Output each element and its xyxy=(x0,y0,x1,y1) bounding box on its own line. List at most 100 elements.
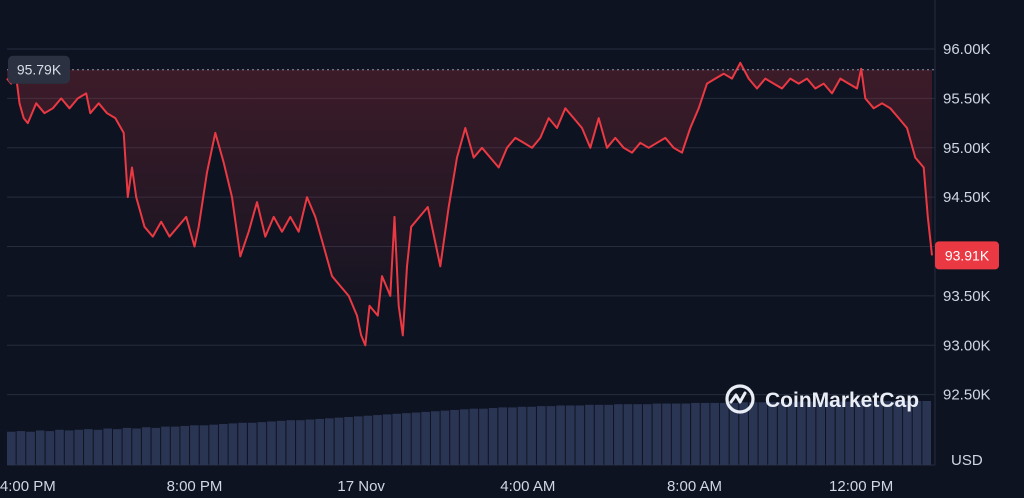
volume-bar xyxy=(112,429,122,465)
watermark-text: CoinMarketCap xyxy=(765,389,919,412)
volume-bar xyxy=(363,415,373,465)
volume-bar xyxy=(604,404,614,465)
volume-bar xyxy=(103,428,112,465)
volume-bar xyxy=(700,402,710,465)
coinmarketcap-watermark: CoinMarketCap xyxy=(725,384,919,414)
volume-bar xyxy=(344,417,353,465)
volume-bar xyxy=(161,426,170,465)
y-tick-label: 96.00K xyxy=(943,41,991,58)
volume-bar xyxy=(324,418,334,465)
y-axis: 96.00K95.50K95.00K94.50K94.00K93.50K93.0… xyxy=(943,41,991,404)
price-line[interactable] xyxy=(6,61,933,347)
y-tick-label: 93.50K xyxy=(943,288,991,305)
y-tick-label: 93.00K xyxy=(943,337,991,354)
volume-bar xyxy=(826,401,835,465)
volume-bar xyxy=(180,425,190,465)
volume-bar xyxy=(267,421,276,465)
volume-bar xyxy=(296,420,305,465)
volume-bar xyxy=(768,402,777,465)
volume-bar xyxy=(373,415,382,465)
volume-bar xyxy=(748,402,758,465)
volume-bar xyxy=(758,402,768,465)
volume-bar xyxy=(874,401,883,465)
volume-bar xyxy=(238,422,247,465)
volume-bar xyxy=(276,420,286,465)
x-tick-label: 8:00 AM xyxy=(667,478,722,495)
volume-bar xyxy=(903,401,912,465)
volume-bar xyxy=(710,402,720,465)
x-tick-label: 12:00 PM xyxy=(829,478,893,495)
reference-price-badge-bg xyxy=(8,55,70,84)
volume-bar xyxy=(585,404,594,465)
reference-price-label: 95.79K xyxy=(17,62,62,78)
volume-bar xyxy=(691,402,700,465)
volume-bar xyxy=(122,427,132,465)
volume-bar xyxy=(729,402,739,465)
volume-bar xyxy=(681,403,691,465)
volume-bar xyxy=(642,404,652,465)
volume-bar xyxy=(382,414,392,465)
volume-bar xyxy=(7,431,16,465)
current-price-badge: 93.91K xyxy=(935,241,999,270)
volume-bar xyxy=(614,404,623,465)
volume-bar xyxy=(392,413,402,465)
coinmarketcap-logo-icon xyxy=(725,384,755,414)
volume-bar xyxy=(469,408,479,465)
volume-bar xyxy=(334,417,344,465)
volume-bar xyxy=(16,431,26,465)
volume-bar xyxy=(247,422,257,465)
volume-bar xyxy=(536,406,546,465)
volume-bar xyxy=(305,419,315,465)
volume-bar xyxy=(575,405,585,465)
volume-bar xyxy=(450,409,459,465)
volume-bar xyxy=(565,405,575,465)
volume-bar xyxy=(652,403,662,465)
volume-bar xyxy=(45,431,55,465)
volume-bar xyxy=(74,429,84,465)
volume-bar xyxy=(671,403,681,465)
volume-bar xyxy=(787,402,797,465)
volume-bars xyxy=(7,401,931,465)
currency-label: USD xyxy=(951,452,983,469)
volume-bar xyxy=(84,429,93,465)
current-price-badge-bg xyxy=(935,241,999,270)
volume-bar xyxy=(546,406,556,465)
volume-bar xyxy=(864,401,874,465)
volume-bar xyxy=(430,411,440,465)
volume-bar xyxy=(209,424,218,465)
volume-bar xyxy=(132,428,141,465)
y-tick-label: 94.50K xyxy=(943,189,991,206)
volume-bar xyxy=(257,422,267,465)
price-area-fill xyxy=(7,62,932,346)
volume-bar xyxy=(739,402,748,465)
current-price-label: 93.91K xyxy=(945,247,990,263)
volume-bar xyxy=(64,430,74,465)
x-tick-label: 17 Nov xyxy=(337,478,385,495)
volume-bar xyxy=(286,420,296,465)
volume-bar xyxy=(402,413,411,465)
reference-price-badge: 95.79K xyxy=(8,55,70,84)
volume-bar xyxy=(218,424,228,465)
volume-bar xyxy=(893,401,903,465)
volume-bar xyxy=(55,429,64,465)
volume-bar xyxy=(508,407,517,465)
volume-bar xyxy=(922,401,931,465)
volume-bar xyxy=(835,401,845,465)
volume-bar xyxy=(912,401,922,465)
volume-bar xyxy=(633,404,642,465)
x-tick-label: 4:00 PM xyxy=(0,478,56,495)
volume-bar xyxy=(845,401,854,465)
volume-bar xyxy=(353,416,363,465)
volume-bar xyxy=(141,427,151,465)
volume-bar xyxy=(190,425,199,465)
volume-bar xyxy=(459,409,469,465)
volume-bar xyxy=(517,406,527,465)
volume-bar xyxy=(662,403,671,465)
volume-bar xyxy=(35,430,45,465)
volume-bar xyxy=(854,401,864,465)
volume-bar xyxy=(421,411,430,465)
price-area xyxy=(7,62,932,346)
volume-bar xyxy=(797,401,806,465)
